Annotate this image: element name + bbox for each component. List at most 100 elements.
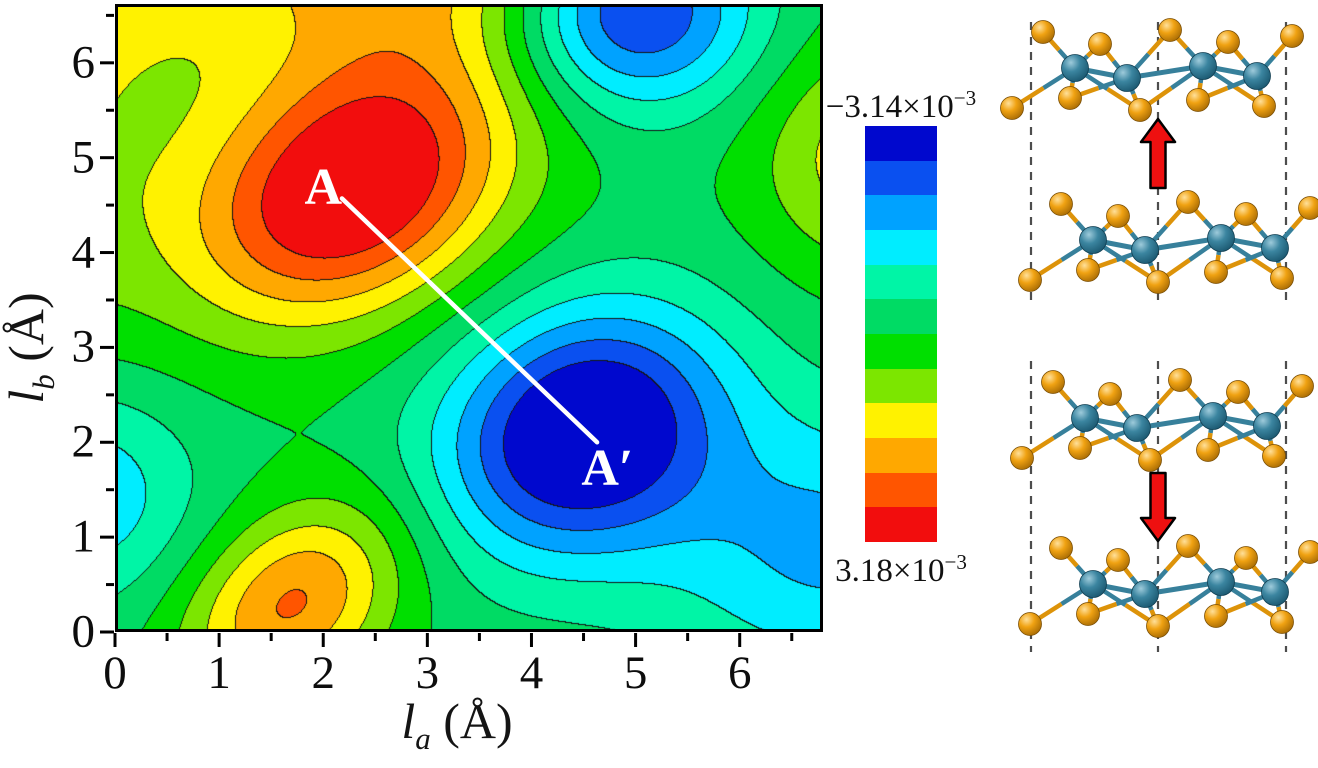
x-tick-label: 0 xyxy=(103,647,127,699)
chalcogen-atom xyxy=(1216,30,1240,54)
metal-atom xyxy=(1131,236,1159,264)
x-tick-label: 3 xyxy=(415,647,440,699)
chalcogen-atom xyxy=(1068,436,1092,460)
chalcogen-atom xyxy=(1076,258,1100,282)
chalcogen-atom xyxy=(1106,548,1130,572)
interlayer-shift-arrow-up xyxy=(1139,117,1177,190)
metal-atom xyxy=(1189,52,1217,80)
colorbar-swatches xyxy=(865,126,937,543)
chalcogen-atom xyxy=(1128,98,1152,122)
colorbar-top-label: −3.14×10−3 xyxy=(825,86,977,125)
chalcogen-atom xyxy=(1196,438,1220,462)
x-tick-label: 1 xyxy=(207,647,231,699)
chalcogen-atom xyxy=(1176,534,1200,558)
y-axis-label: lb (Å) xyxy=(0,292,61,404)
colorbar-swatch xyxy=(865,160,937,196)
colorbar-swatch xyxy=(865,334,937,369)
chalcogen-atom xyxy=(1204,260,1228,284)
x-tick-label: 5 xyxy=(623,647,648,699)
annotation-point-a: A xyxy=(304,159,343,217)
y-tick-label: 1 xyxy=(71,510,96,563)
chalcogen-atom xyxy=(1168,368,1192,392)
annotation-point-a-prime: A′ xyxy=(581,439,634,497)
a-to-a-prime-line xyxy=(339,196,600,445)
chalcogen-atom xyxy=(1098,382,1122,406)
colorbar-swatch xyxy=(865,507,937,543)
chalcogen-atom xyxy=(1226,380,1250,404)
y-tick-label: 0 xyxy=(71,605,96,658)
chalcogen-atom xyxy=(1158,18,1182,42)
metal-atom xyxy=(1131,580,1159,608)
colorbar-top-label-base: −3.14×10 xyxy=(825,89,954,125)
structure-panels xyxy=(1000,18,1318,652)
y-tick-label: 2 xyxy=(71,415,96,468)
chalcogen-atom xyxy=(1076,602,1100,626)
y-tick-label: 5 xyxy=(71,131,96,184)
chalcogen-atom xyxy=(1298,540,1318,564)
colorbar-swatch xyxy=(865,299,937,335)
metal-atom xyxy=(1199,402,1227,430)
colorbar-bottom-label-base: 3.18×10 xyxy=(835,553,945,589)
annotation-line-layer xyxy=(339,196,600,445)
chalcogen-atom xyxy=(1234,202,1258,226)
structure-panel-top xyxy=(1000,18,1318,303)
y-tick-label: 4 xyxy=(71,226,96,279)
chalcogen-atom xyxy=(1031,20,1055,44)
chalcogen-atom xyxy=(1049,192,1073,216)
metal-atom xyxy=(1261,234,1289,262)
metal-atom xyxy=(1261,578,1289,606)
chalcogen-atom xyxy=(1280,24,1304,48)
metal-atom xyxy=(1243,62,1271,90)
colorbar-swatch xyxy=(865,230,937,265)
colorbar-bottom-label-exponent: −3 xyxy=(944,550,967,574)
colorbar-swatch xyxy=(865,472,937,508)
colorbar-swatch xyxy=(865,438,937,473)
colorbar-swatch xyxy=(865,126,937,161)
metal-atom xyxy=(1071,404,1099,432)
colorbar-bottom-label: 3.18×10−3 xyxy=(835,550,967,589)
interlayer-shift-arrow-down xyxy=(1139,471,1177,543)
metal-atom xyxy=(1123,414,1151,442)
chalcogen-atom xyxy=(1252,94,1276,118)
chalcogen-atom xyxy=(1088,32,1112,56)
chalcogen-atom xyxy=(1234,546,1258,570)
colorbar-swatch xyxy=(865,403,937,439)
chalcogen-atom xyxy=(1146,614,1170,638)
x-axis-subscript: a xyxy=(415,721,431,756)
plot-frame xyxy=(115,4,823,632)
y-tick-label: 3 xyxy=(71,320,96,373)
chalcogen-atom xyxy=(1146,270,1170,294)
metal-atom xyxy=(1079,226,1107,254)
x-tick-label: 4 xyxy=(519,647,544,699)
axes xyxy=(100,4,823,647)
metal-atom xyxy=(1207,568,1235,596)
colorbar-swatch xyxy=(865,195,937,231)
chalcogen-atom xyxy=(1186,88,1210,112)
metal-atom xyxy=(1079,570,1107,598)
y-axis-subscript: b xyxy=(26,374,61,390)
y-axis-symbol: l xyxy=(0,389,54,404)
chalcogen-atom xyxy=(1290,374,1314,398)
chalcogen-atom xyxy=(1018,268,1042,292)
x-tick-label: 6 xyxy=(727,647,752,699)
chalcogen-atom xyxy=(1010,446,1034,470)
chalcogen-atom xyxy=(1262,444,1286,468)
metal-atom xyxy=(1253,412,1281,440)
metal-atom xyxy=(1113,64,1141,92)
colorbar: −3.14×10−3 3.18×10−3 xyxy=(826,87,976,587)
metal-atom xyxy=(1061,54,1089,82)
chalcogen-atom xyxy=(1106,204,1130,228)
y-tick-label: 6 xyxy=(71,36,96,89)
chalcogen-atom xyxy=(1138,448,1162,472)
colorbar-top-label-exponent: −3 xyxy=(953,86,977,110)
y-axis-unit: (Å) xyxy=(0,292,54,362)
chalcogen-atom xyxy=(1204,604,1228,628)
chalcogen-atom xyxy=(1270,610,1294,634)
x-tick-label: 2 xyxy=(311,647,335,699)
chalcogen-atom xyxy=(1298,196,1318,220)
colorbar-swatch xyxy=(865,264,937,300)
structure-panel-bottom xyxy=(1010,361,1318,652)
metal-atom xyxy=(1207,224,1235,252)
